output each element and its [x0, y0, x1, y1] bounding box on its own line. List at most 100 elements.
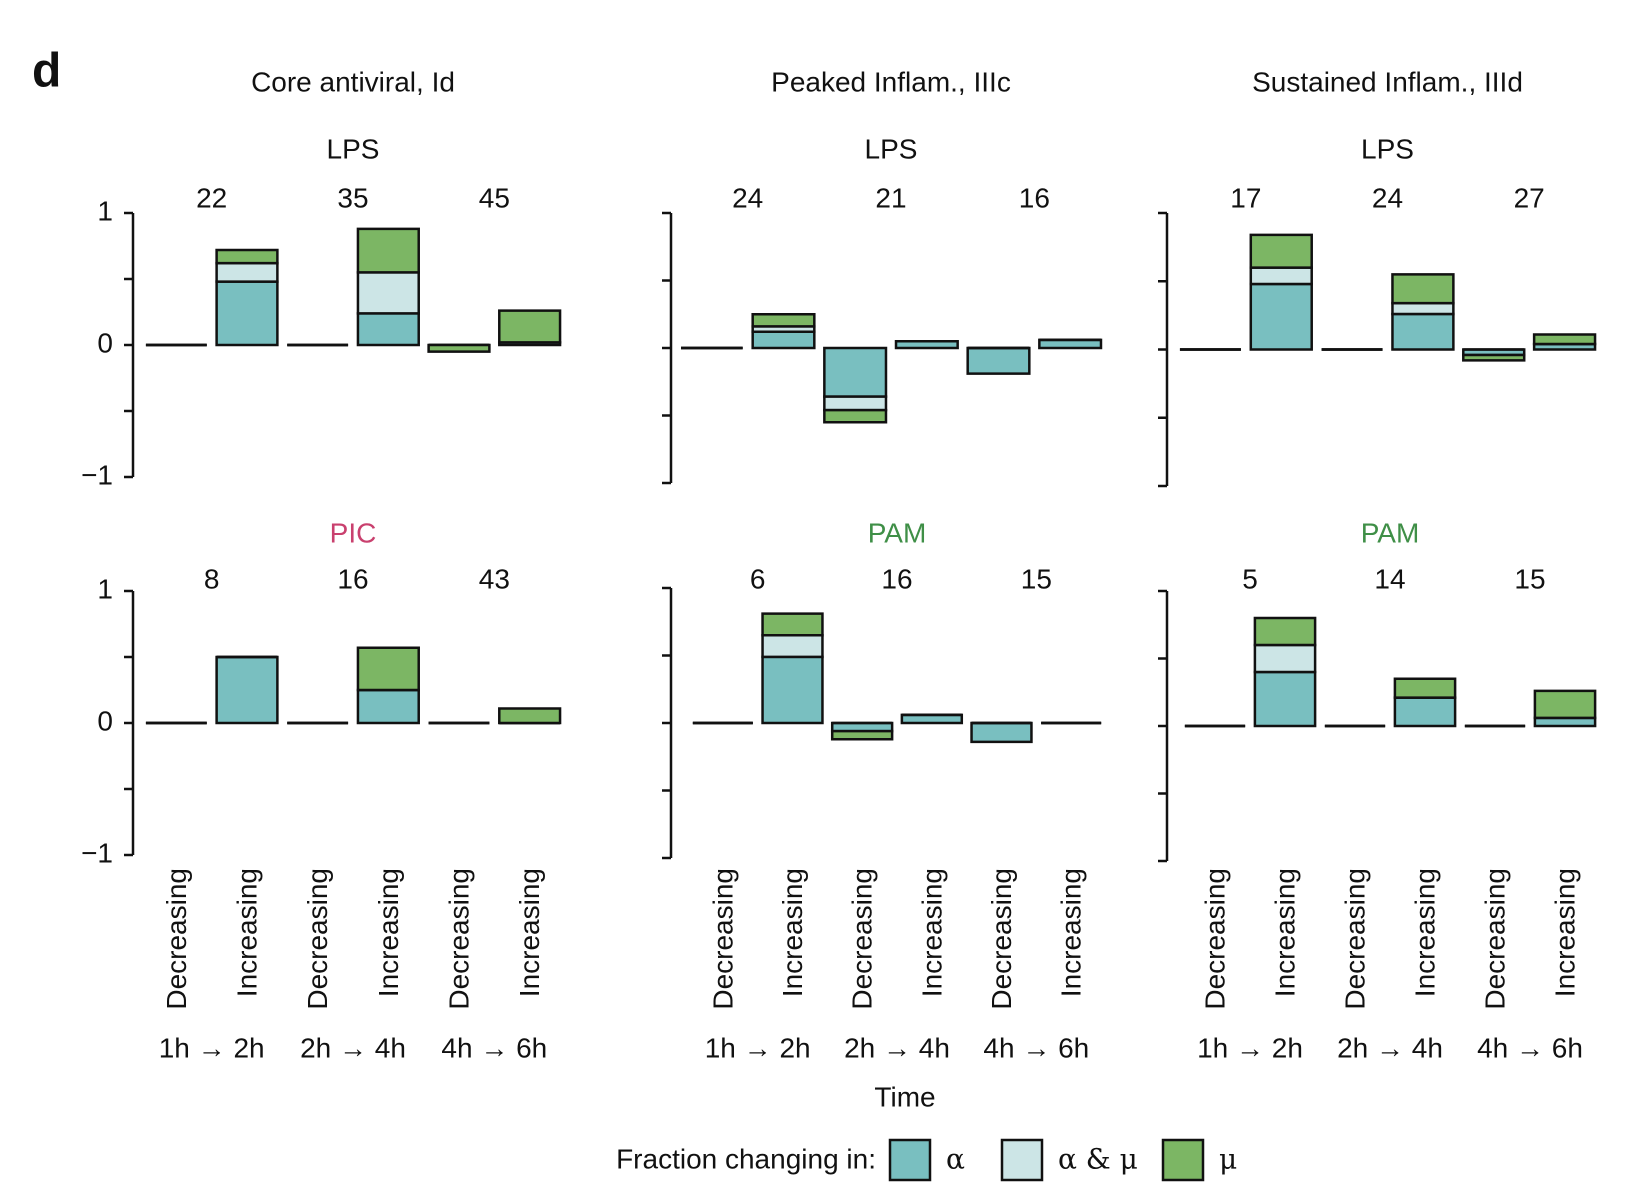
bar-segment — [1533, 689, 1597, 720]
category-label: Increasing — [1056, 868, 1087, 997]
bar-segment — [1462, 353, 1526, 362]
legend-swatch — [1161, 1138, 1205, 1182]
panel-label: d — [32, 45, 61, 98]
bar-segment — [823, 346, 888, 398]
category-label: Decreasing — [986, 868, 1017, 1010]
bar-segment — [356, 271, 420, 315]
group-label: 2h → 4h — [300, 1032, 406, 1063]
y-tick-label: −1 — [81, 837, 113, 868]
bar-segment — [966, 346, 1031, 375]
panel-title: Core antiviral, Id — [251, 66, 455, 97]
count-label: 17 — [1230, 182, 1261, 213]
category-label: Increasing — [514, 868, 545, 997]
category-label: Decreasing — [1340, 868, 1371, 1010]
bar-segment — [1391, 301, 1455, 316]
bar-segment — [356, 312, 420, 347]
category-label: Increasing — [916, 868, 947, 997]
category-label: Increasing — [1410, 868, 1441, 997]
count-label: 35 — [337, 182, 368, 213]
bar-segment — [1253, 643, 1317, 674]
legend-title: Fraction changing in: — [616, 1143, 876, 1174]
bar-segment — [823, 395, 888, 412]
bar-segment — [356, 688, 420, 725]
legend-label: α & μ — [1058, 1143, 1138, 1176]
bar-segment — [427, 343, 491, 353]
count-label: 43 — [479, 563, 510, 594]
panel-title: Sustained Inflam., IIId — [1252, 66, 1523, 97]
category-label: Decreasing — [1480, 868, 1511, 1010]
category-label: Decreasing — [1200, 868, 1231, 1010]
panel-title: Peaked Inflam., IIIc — [771, 66, 1011, 97]
bar-segment — [751, 313, 816, 328]
count-label: 16 — [337, 563, 368, 594]
bar-segment — [1393, 677, 1457, 699]
bar-segment — [215, 261, 279, 283]
legend-label: α — [946, 1143, 965, 1176]
bar-segment — [1249, 233, 1313, 269]
bar-segment — [498, 309, 562, 344]
category-label: Increasing — [1550, 868, 1581, 997]
category-label: Decreasing — [444, 868, 475, 1010]
category-label: Increasing — [1270, 868, 1301, 997]
category-label: Increasing — [232, 868, 263, 997]
legend-swatch — [888, 1138, 932, 1182]
count-label: 27 — [1514, 182, 1545, 213]
count-label: 22 — [196, 182, 227, 213]
bar-segment — [498, 707, 562, 725]
panel-subtitle: PAM — [868, 517, 927, 548]
bar-segment — [1532, 333, 1597, 346]
count-label: 21 — [875, 182, 906, 213]
count-label: 15 — [1514, 563, 1545, 594]
count-label: 45 — [479, 182, 510, 213]
count-label: 8 — [204, 563, 220, 594]
bar-segment — [761, 612, 824, 637]
bar-segment — [761, 655, 824, 725]
group-label: 1h → 2h — [1197, 1032, 1303, 1063]
count-label: 16 — [881, 563, 912, 594]
group-label: 4h → 6h — [441, 1032, 547, 1063]
y-tick-label: 1 — [97, 195, 113, 226]
count-label: 15 — [1021, 563, 1052, 594]
legend-swatch — [1000, 1138, 1044, 1182]
y-tick-label: 1 — [97, 573, 113, 604]
count-label: 24 — [1372, 182, 1403, 213]
panel-subtitle: PAM — [1361, 517, 1420, 548]
bar-segment — [215, 280, 279, 347]
bar-segment — [1253, 616, 1317, 647]
category-label: Decreasing — [847, 868, 878, 1010]
panel-subtitle: LPS — [1361, 133, 1414, 164]
category-label: Increasing — [777, 868, 808, 997]
bar-segment — [215, 248, 279, 265]
bar-segment — [356, 646, 420, 692]
x-axis-label: Time — [874, 1081, 935, 1112]
bar-segment — [1393, 696, 1457, 728]
panel-subtitle: LPS — [327, 133, 380, 164]
group-label: 2h → 4h — [1337, 1032, 1443, 1063]
group-label: 2h → 4h — [844, 1032, 950, 1063]
bar-segment — [1249, 266, 1313, 286]
bar-segment — [970, 721, 1033, 744]
category-label: Decreasing — [161, 868, 192, 1010]
bar-segment — [830, 729, 894, 741]
count-label: 16 — [1019, 182, 1050, 213]
bar-segment — [761, 634, 824, 659]
count-label: 6 — [750, 563, 766, 594]
category-label: Decreasing — [707, 868, 738, 1010]
category-label: Decreasing — [302, 868, 333, 1010]
bar-segment — [751, 330, 816, 350]
panel-subtitle: LPS — [865, 133, 918, 164]
group-label: 1h → 2h — [705, 1032, 811, 1063]
bar-segment — [356, 227, 420, 274]
count-label: 5 — [1242, 563, 1258, 594]
y-tick-label: 0 — [97, 705, 113, 736]
bar-segment — [215, 655, 279, 725]
panel-subtitle: PIC — [330, 517, 377, 548]
category-label: Increasing — [373, 868, 404, 997]
group-label: 4h → 6h — [1477, 1032, 1583, 1063]
y-tick-label: 0 — [97, 327, 113, 358]
group-label: 1h → 2h — [159, 1032, 265, 1063]
count-label: 24 — [732, 182, 763, 213]
bar-segment — [1253, 670, 1317, 728]
legend-label: μ — [1219, 1143, 1237, 1176]
group-label: 4h → 6h — [983, 1032, 1089, 1063]
